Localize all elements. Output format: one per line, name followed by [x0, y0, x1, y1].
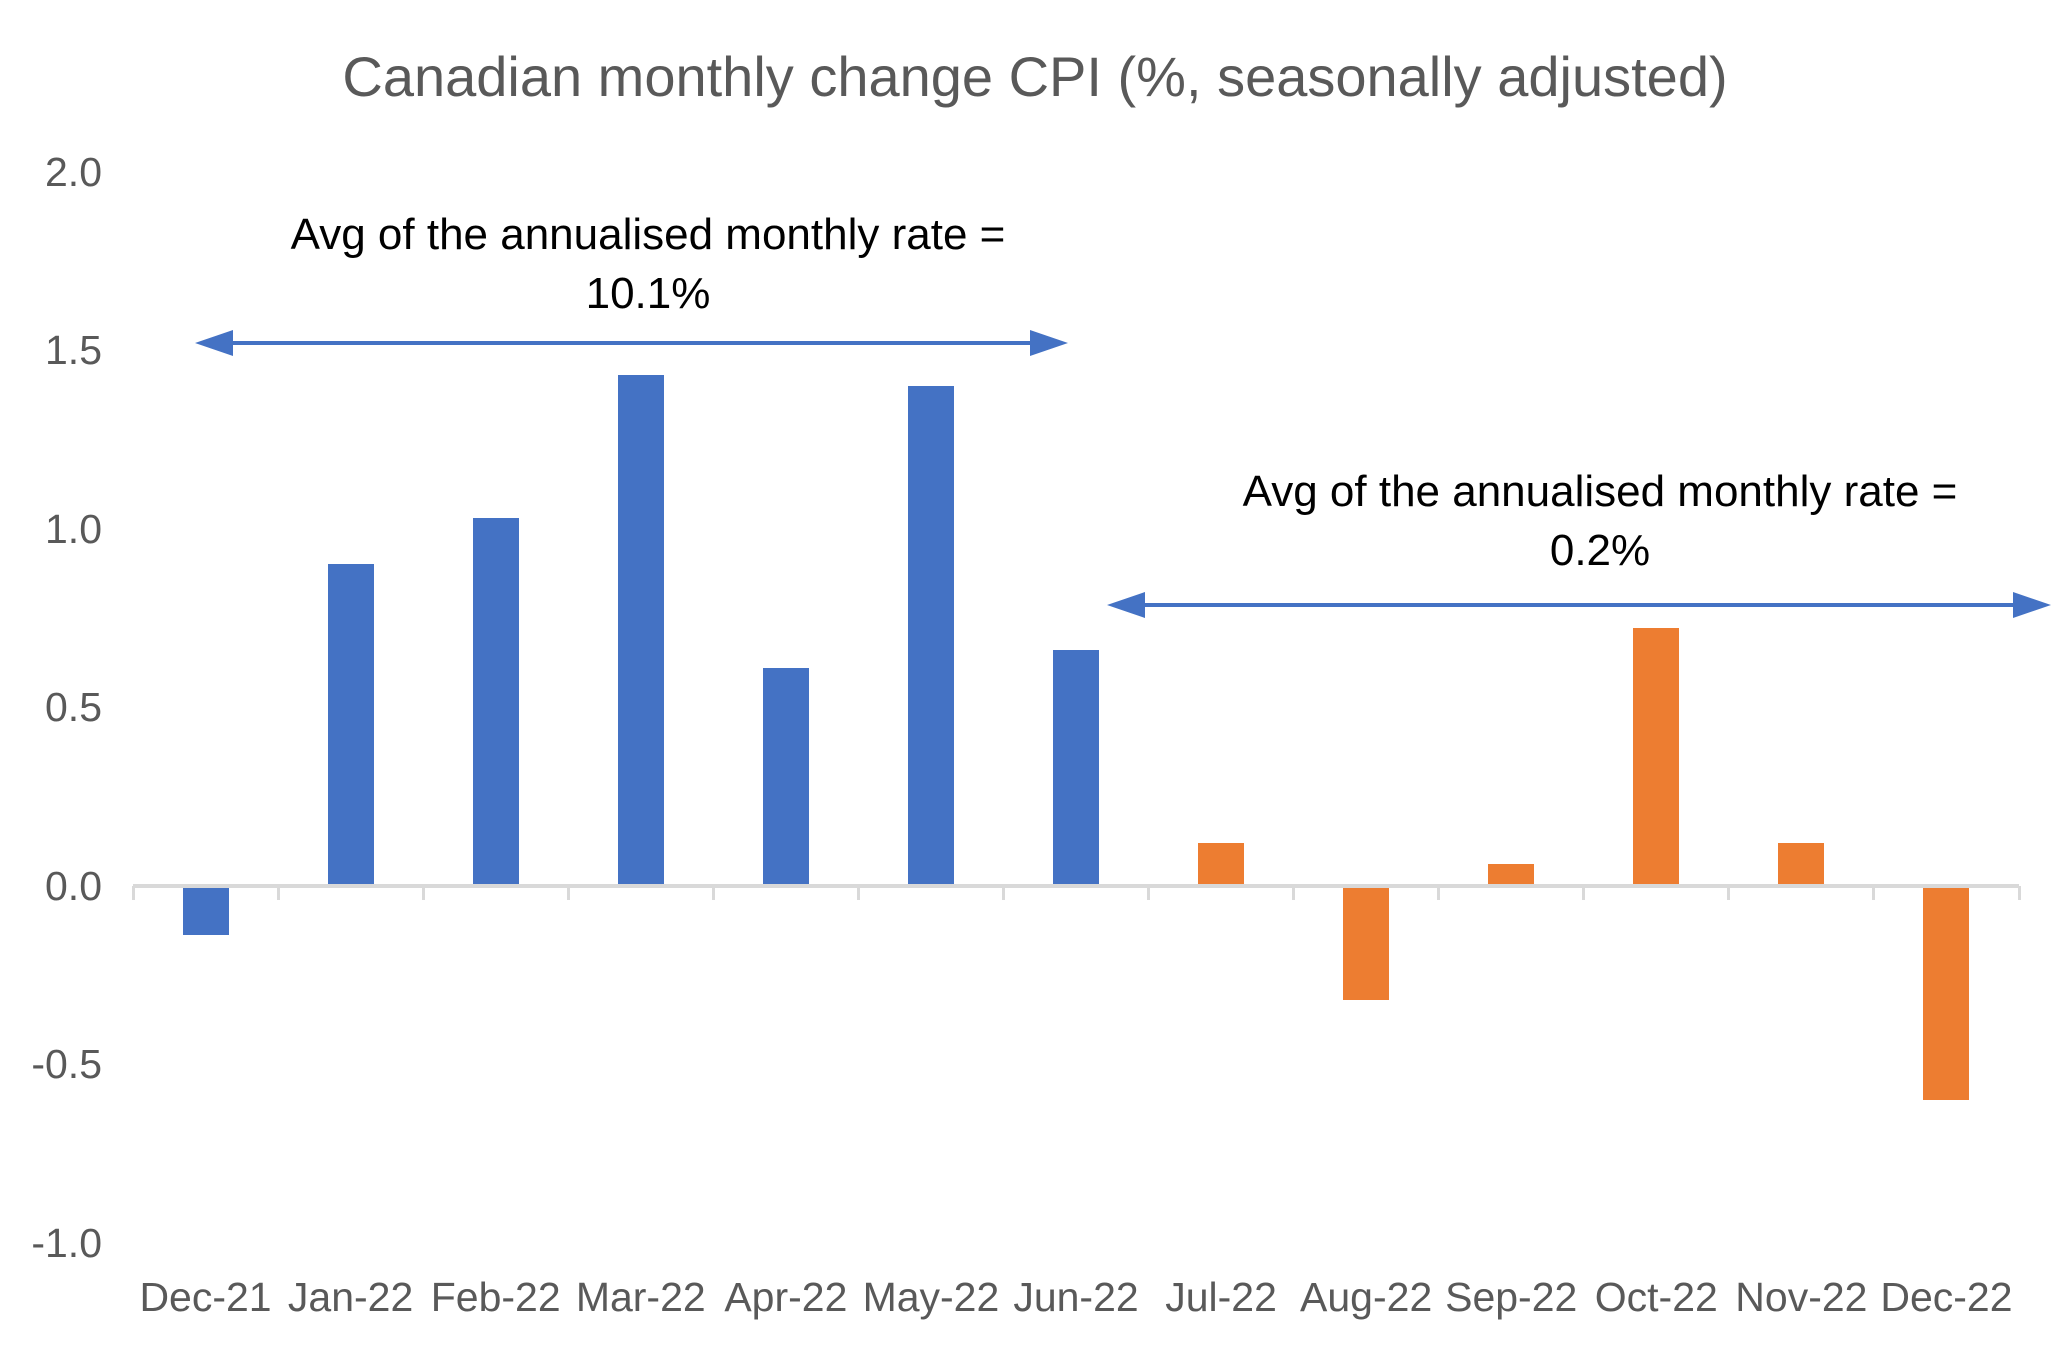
x-axis-tick: [711, 885, 715, 900]
x-axis-tick: [1292, 885, 1296, 900]
x-axis-category-label: Aug-22: [1300, 1274, 1433, 1320]
bar-nov-22: [1778, 842, 1825, 886]
annotation-second-half-value: 0.2%: [1549, 526, 1651, 575]
x-axis-tick: [421, 885, 425, 900]
bar-dec-21: [182, 885, 229, 936]
x-axis-category-label: Jul-22: [1165, 1274, 1277, 1320]
bar-dec-22: [1923, 885, 1970, 1100]
x-axis-category-label: May-22: [862, 1274, 1000, 1320]
double-arrow-second-half: [1107, 592, 2051, 618]
y-axis-tick-label: 0.5: [45, 684, 102, 730]
x-axis-tick: [566, 885, 570, 900]
annotation-first-half: Avg of the annualised monthly rate = 10.…: [148, 205, 1148, 323]
x-axis-category-label: Nov-22: [1735, 1274, 1868, 1320]
x-axis-tick: [1582, 885, 1586, 900]
annotation-first-half-text: Avg of the annualised monthly rate =: [290, 210, 1006, 259]
bar-jun-22: [1053, 649, 1099, 886]
y-axis-tick-label: 2.0: [45, 148, 102, 195]
x-axis-tick: [1147, 885, 1151, 900]
x-axis-tick: [1437, 885, 1441, 900]
x-axis-tick: [1727, 885, 1731, 900]
x-axis-category-label: Jun-22: [1013, 1274, 1139, 1320]
y-axis-tick-label: 0.0: [45, 862, 102, 909]
x-axis-category-label: Mar-22: [575, 1274, 706, 1320]
x-axis-category-label: Dec-21: [139, 1274, 272, 1320]
x-axis-tick: [2017, 885, 2021, 900]
bar-aug-22: [1343, 885, 1390, 1000]
chart-title: Canadian monthly change CPI (%, seasonal…: [342, 45, 1728, 108]
x-axis-line: [133, 883, 2019, 888]
x-axis-tick: [856, 885, 860, 900]
y-axis-tick-label: -1.0: [31, 1219, 102, 1266]
x-axis-category-label: Dec-22: [1880, 1274, 2013, 1320]
x-axis-category-label: Jan-22: [287, 1274, 414, 1320]
bar-apr-22: [762, 667, 809, 886]
x-axis-category-label: Oct-22: [1594, 1274, 1718, 1320]
x-axis-tick: [1001, 885, 1005, 900]
y-axis-tick-label: 1.0: [45, 505, 102, 552]
bar-oct-22: [1633, 628, 1680, 886]
bar-mar-22: [617, 374, 664, 886]
annotation-second-half-text: Avg of the annualised monthly rate =: [1242, 467, 1958, 516]
x-axis-category-label: Feb-22: [430, 1274, 561, 1320]
bar-may-22: [907, 385, 954, 886]
annotation-second-half: Avg of the annualised monthly rate = 0.2…: [1100, 462, 2070, 580]
bar-jan-22: [327, 564, 374, 886]
x-axis-category-label: Apr-22: [724, 1274, 848, 1320]
y-axis-tick-label: -0.5: [31, 1041, 102, 1087]
annotation-first-half-value: 10.1%: [585, 269, 711, 318]
double-arrow-first-half: [195, 330, 1068, 356]
y-axis-tick-label: 1.5: [45, 327, 102, 373]
x-axis-tick: [131, 885, 135, 900]
x-axis-tick: [1872, 885, 1876, 900]
bar-sep-22: [1488, 864, 1535, 886]
x-axis-category-label: Sep-22: [1445, 1274, 1578, 1320]
x-axis-tick: [276, 885, 280, 900]
bar-jul-22: [1198, 842, 1245, 886]
bar-feb-22: [472, 517, 519, 886]
